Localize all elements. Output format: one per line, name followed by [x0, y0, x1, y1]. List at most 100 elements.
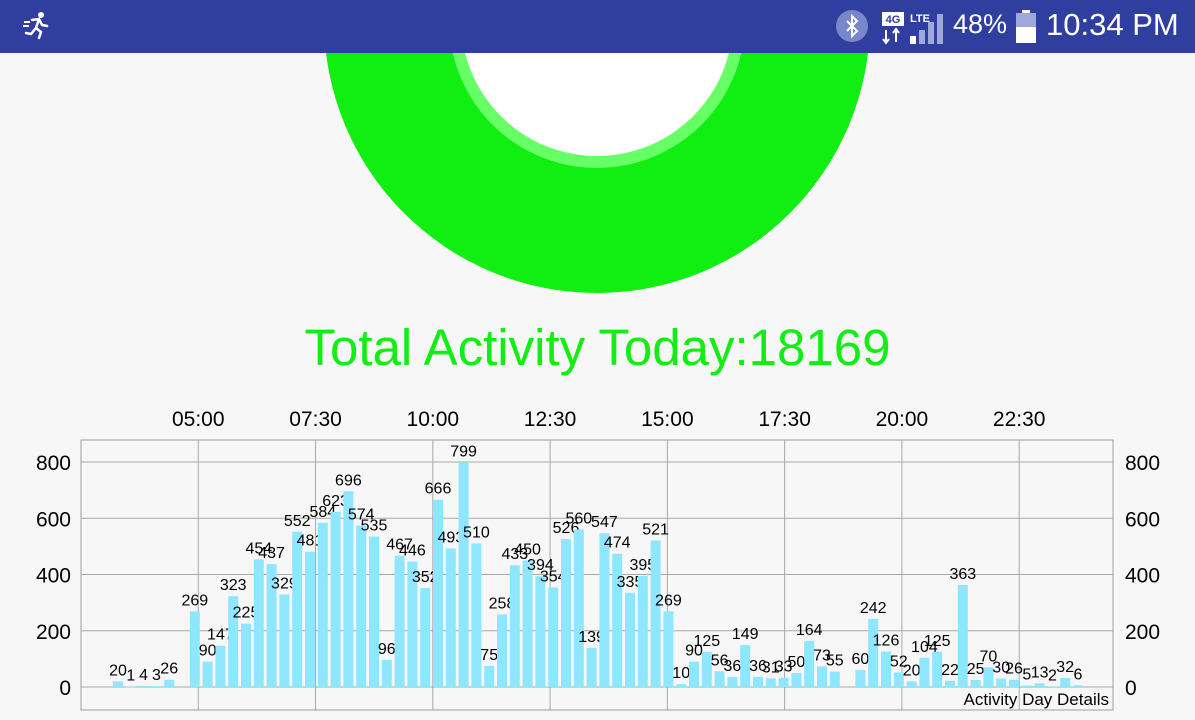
- bar-value-label: 510: [463, 525, 490, 542]
- bar-value-label: 32: [1056, 659, 1074, 676]
- activity-bar: [215, 645, 226, 687]
- bar-value-label: 623: [322, 493, 349, 510]
- activity-bar: [343, 491, 354, 687]
- bar-value-label: 90: [199, 643, 217, 660]
- bar-value-label: 3: [152, 667, 161, 684]
- bar-value-label: 10: [672, 665, 690, 682]
- y-tick-left: 600: [36, 508, 71, 531]
- activity-bar: [612, 553, 623, 687]
- activity-bar: [868, 618, 879, 687]
- bar-value-label: 13: [1031, 664, 1049, 681]
- activity-bar: [996, 678, 1007, 687]
- battery-percent: 48%: [953, 9, 1008, 39]
- bar-value-label: 446: [399, 543, 426, 560]
- signal-lte-icon: 4G LTE: [882, 12, 943, 45]
- activity-bar: [791, 672, 802, 687]
- activity-bar: [663, 611, 674, 687]
- bar-value-label: 164: [796, 622, 823, 639]
- activity-ring-hole: [465, 53, 729, 156]
- x-tick-label: 17:30: [758, 408, 811, 431]
- status-bar: 4G LTE 48% 10:34 PM: [0, 0, 1195, 53]
- bar-value-label: 33: [775, 659, 793, 676]
- activity-bar: [279, 594, 290, 687]
- activity-bar: [241, 623, 251, 687]
- bar-value-label: 269: [181, 592, 208, 609]
- bar-value-label: 467: [386, 537, 413, 554]
- bar-value-label: 437: [258, 545, 285, 562]
- activity-bar: [881, 651, 891, 687]
- bar-value-label: 521: [642, 521, 669, 538]
- y-tick-right: 800: [1125, 452, 1160, 475]
- bar-value-label: 104: [911, 639, 938, 656]
- activity-bar: [957, 584, 968, 687]
- activity-bar: [893, 672, 904, 687]
- bar-value-label: 30: [992, 660, 1010, 677]
- activity-bar: [727, 676, 738, 687]
- bar-value-label: 242: [860, 600, 887, 617]
- bar-value-label: 36: [724, 658, 742, 675]
- activity-bar-chart: 0 0 200 200 400 400 600 600 800 800 05:00 07:30 10:0…: [36, 408, 1160, 711]
- bar-value-label: 329: [271, 575, 298, 592]
- activity-bar: [804, 640, 815, 687]
- activity-bar: [625, 592, 635, 687]
- activity-bar: [906, 681, 917, 687]
- activity-bar: [125, 686, 136, 688]
- bar-value-label: 258: [489, 595, 516, 612]
- bar-value-label: 25: [967, 661, 985, 678]
- activity-bar: [932, 651, 943, 687]
- activity-bar: [305, 551, 315, 687]
- bar-value-label: 323: [220, 577, 247, 594]
- y-tick-left: 200: [36, 621, 71, 644]
- activity-bar: [458, 462, 469, 687]
- x-tick-label: 22:30: [993, 408, 1046, 431]
- activity-bar: [356, 525, 367, 687]
- bar-value-label: 1: [126, 668, 135, 685]
- bar-value-label: 31: [762, 659, 780, 676]
- bar-value-label: 526: [553, 520, 580, 537]
- activity-bar: [586, 647, 597, 687]
- svg-text:LTE: LTE: [910, 13, 930, 25]
- bar-value-label: 75: [480, 647, 498, 664]
- bar-value-label: 2: [1048, 667, 1057, 684]
- activity-bar: [1021, 685, 1032, 687]
- bar-value-label: 395: [629, 557, 656, 574]
- clock: 10:34 PM: [1046, 7, 1179, 42]
- activity-bar: [497, 614, 507, 687]
- activity-bar: [740, 645, 751, 687]
- activity-bar: [202, 661, 213, 687]
- bar-value-label: 450: [514, 541, 541, 558]
- bar-value-label: 394: [527, 557, 554, 574]
- x-tick-label: 05:00: [172, 408, 225, 431]
- bar-value-label: 799: [450, 443, 477, 460]
- bar-value-label: 547: [591, 514, 618, 531]
- activity-bar: [919, 657, 930, 687]
- bar-value-label: 36: [749, 658, 767, 675]
- bar-value-label: 149: [732, 626, 759, 643]
- bar-value-label: 96: [378, 641, 396, 658]
- y-tick-right: 400: [1125, 565, 1160, 588]
- bar-value-label: 126: [873, 633, 900, 650]
- activity-bar: [855, 670, 866, 687]
- activity-bar: [253, 559, 264, 687]
- activity-bar: [509, 565, 520, 687]
- activity-bar: [1060, 678, 1071, 687]
- activity-bar: [1009, 679, 1019, 687]
- bar-value-label: 147: [207, 627, 234, 644]
- bar-value-label: 433: [501, 546, 528, 563]
- activity-bar: [676, 684, 687, 687]
- bar-value-label: 6: [1074, 666, 1083, 683]
- activity-bar: [778, 677, 789, 687]
- bar-value-label: 352: [412, 569, 439, 586]
- activity-bar: [945, 680, 955, 687]
- bar-value-label: 535: [361, 518, 388, 535]
- bar-value-label: 560: [565, 511, 592, 528]
- activity-bar: [573, 529, 584, 687]
- bar-value-label: 125: [693, 633, 720, 650]
- bar-value-label: 5: [1022, 667, 1031, 684]
- y-tick-left: 0: [59, 677, 71, 700]
- activity-bar: [484, 665, 495, 687]
- activity-bar: [1034, 683, 1045, 687]
- bar-value-label: 26: [1005, 661, 1023, 678]
- bar-value-label: 70: [980, 648, 998, 665]
- bar-value-label: 20: [903, 662, 921, 679]
